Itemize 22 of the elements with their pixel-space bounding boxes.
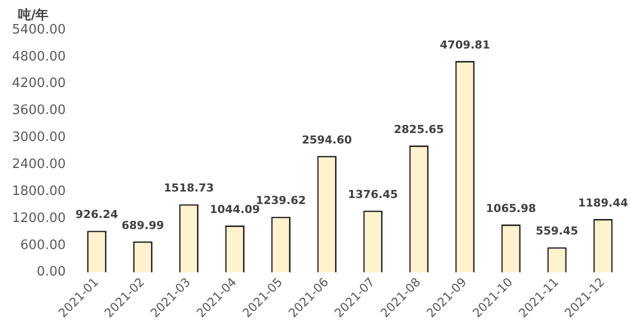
data-label: 2825.65 (394, 122, 444, 136)
data-label: 1376.45 (348, 188, 398, 201)
data-label: 1189.44 (578, 196, 628, 210)
y-tick-label: 1800.00 (12, 184, 66, 199)
y-axis-title: 吨/年 (18, 7, 49, 24)
y-tick-label: 4200.00 (12, 76, 66, 92)
data-label: 4709.81 (440, 38, 490, 52)
y-tick-label: 600.00 (20, 238, 66, 253)
data-label: 926.24 (76, 208, 118, 222)
y-tick-label: 1200.00 (12, 210, 66, 226)
data-label: 559.45 (536, 224, 578, 238)
y-tick-label: 3600.00 (12, 103, 66, 118)
data-label: 1518.73 (164, 182, 214, 195)
y-tick-label: 0.00 (36, 264, 66, 280)
y-tick-label: 5400.00 (12, 22, 66, 38)
data-label: 2594.60 (302, 133, 352, 146)
data-label: 689.99 (122, 218, 164, 232)
data-label: 1044.09 (210, 202, 260, 216)
y-tick-label: 3000.00 (12, 130, 66, 146)
data-label: 1065.98 (486, 202, 536, 215)
y-tick-label: 2400.00 (12, 157, 66, 172)
y-tick-label: 4800.00 (12, 49, 66, 64)
